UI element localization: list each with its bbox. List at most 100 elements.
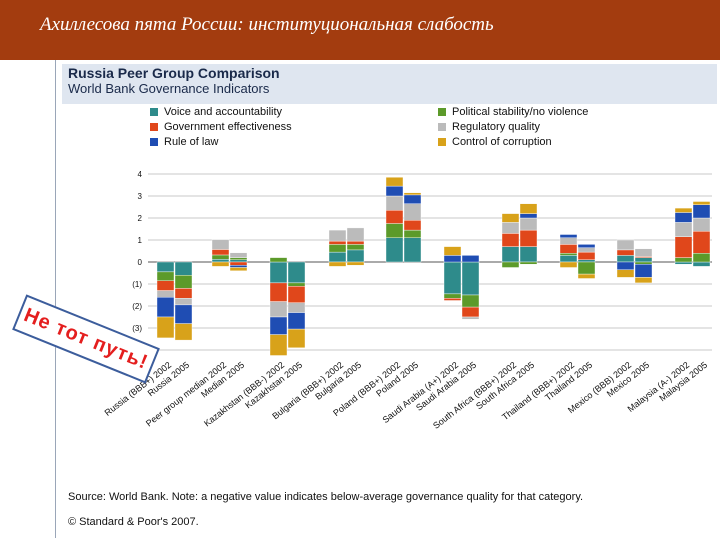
bar-segment — [519, 246, 538, 263]
bar-segment — [692, 261, 711, 267]
bar-segment — [559, 255, 578, 263]
bar-segment — [616, 269, 635, 278]
bar-segment — [559, 244, 578, 254]
bar-segment — [461, 306, 480, 318]
bar-segment — [174, 323, 193, 341]
bar-segment — [559, 234, 578, 238]
bar-segment — [403, 237, 422, 263]
bar-segment — [156, 280, 175, 291]
bar-segment — [269, 301, 288, 318]
bar-segment — [385, 223, 404, 239]
source-note: Source: World Bank. Note: a negative val… — [68, 491, 584, 503]
bar-segment — [211, 249, 230, 256]
bar-segment — [346, 249, 365, 263]
bar-segment — [674, 236, 693, 258]
bar-segment — [229, 257, 248, 261]
bar-segment — [287, 282, 306, 287]
bar-segment — [229, 259, 248, 263]
legend-swatch — [438, 138, 446, 146]
bar-segment — [269, 261, 288, 284]
bar-segment — [577, 247, 596, 253]
bar-segment — [211, 261, 230, 267]
y-tick-label: 3 — [138, 192, 143, 201]
bar-segment — [692, 204, 711, 219]
bar-segment — [229, 252, 248, 258]
bar-segment — [269, 282, 288, 302]
bar-segment — [346, 244, 365, 251]
bar-segment — [577, 244, 596, 248]
bar-segment — [519, 229, 538, 247]
y-tick-label: 2 — [138, 214, 143, 223]
bar-segment — [385, 210, 404, 224]
bar-segment — [674, 212, 693, 223]
bar-segment — [211, 254, 230, 260]
bar-segment — [174, 288, 193, 299]
bar-segment — [287, 286, 306, 303]
bar-segment — [156, 261, 175, 273]
bar-segment — [287, 328, 306, 349]
bar-segment — [403, 192, 422, 196]
bar-segment — [156, 316, 175, 339]
bar-segment — [287, 302, 306, 313]
bar-segment — [674, 261, 693, 265]
bar-segment — [385, 237, 404, 263]
bar-segment — [501, 213, 520, 223]
legend-label: Political stability/no violence — [452, 106, 589, 118]
bar-segment — [519, 217, 538, 231]
bar-segment — [403, 194, 422, 204]
legend-swatch — [150, 108, 158, 116]
bar-segment — [501, 246, 520, 263]
bar-segment — [403, 219, 422, 231]
y-tick-label: 1 — [138, 236, 143, 245]
bar-segment — [174, 275, 193, 289]
bar-segment — [634, 277, 653, 284]
bar-segment — [328, 229, 347, 242]
bar-segment — [174, 298, 193, 306]
bar-segment — [461, 261, 480, 296]
bar-segment — [346, 261, 365, 266]
bar-segment — [577, 251, 596, 261]
bar-segment — [156, 297, 175, 318]
bar-segment — [229, 265, 248, 268]
legend-label: Regulatory quality — [452, 121, 541, 133]
chart-header — [62, 64, 717, 104]
bar-segment — [156, 271, 175, 281]
y-tick-label: (1) — [132, 280, 142, 289]
bar-segment — [692, 230, 711, 254]
bar-segment — [346, 227, 365, 242]
legend-label: Voice and accountability — [164, 106, 283, 118]
bar-segment — [461, 255, 480, 263]
bar-segment — [692, 252, 711, 263]
bar-segment — [229, 267, 248, 271]
bar-segment — [616, 255, 635, 263]
bar-segment — [674, 207, 693, 213]
bar-segment — [174, 304, 193, 324]
bar-segment — [559, 252, 578, 256]
legend-swatch — [150, 138, 158, 146]
bar-segment — [403, 203, 422, 221]
legend-swatch — [438, 108, 446, 116]
bar-segment — [328, 261, 347, 267]
bar-segment — [385, 177, 404, 187]
y-tick-label: (2) — [132, 302, 142, 311]
y-tick-label: 0 — [138, 258, 143, 267]
bar-segment — [634, 264, 653, 278]
bar-segment — [443, 298, 462, 301]
bar-segment — [403, 229, 422, 239]
bar-segment — [443, 246, 462, 256]
bar-segment — [519, 261, 538, 265]
bar-segment — [443, 293, 462, 299]
bar-segment — [519, 213, 538, 219]
bar-segment — [229, 261, 248, 266]
title-bar: Ахиллесова пята России: институциональна… — [0, 0, 720, 60]
bar-segment — [211, 239, 230, 250]
bar-segment — [634, 261, 653, 265]
bar-segment — [269, 316, 288, 335]
legend-swatch — [150, 123, 158, 131]
bar-segment — [328, 244, 347, 253]
bar-segment — [269, 334, 288, 356]
bar-segment — [174, 261, 193, 276]
bar-segment — [692, 217, 711, 232]
bar-segment — [328, 251, 347, 263]
